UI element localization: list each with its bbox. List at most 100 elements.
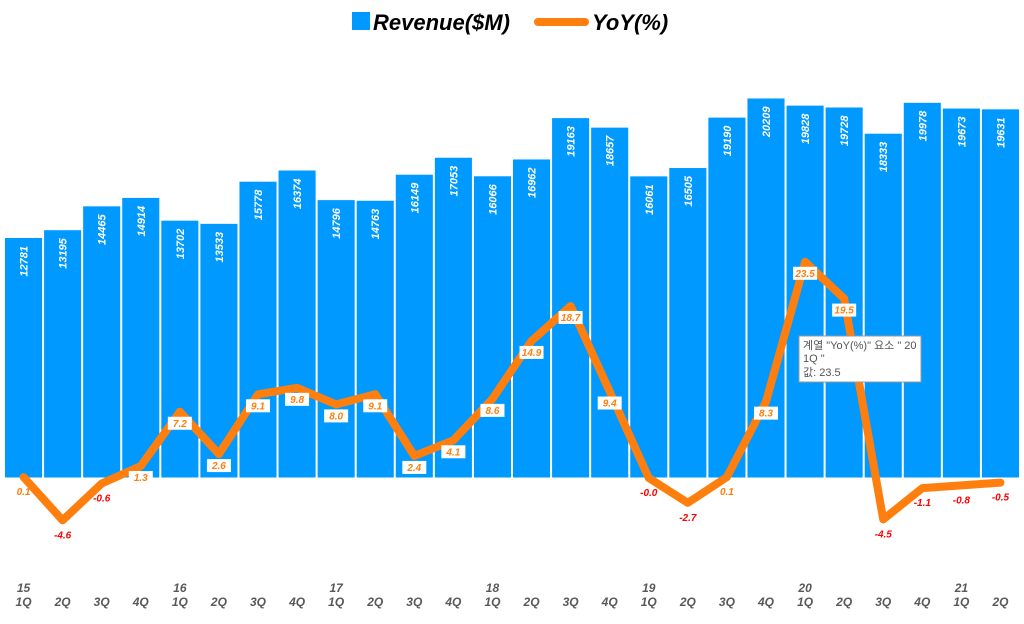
x-year-label: 21 bbox=[954, 581, 969, 595]
yoy-label-box bbox=[246, 399, 270, 413]
yoy-label-box bbox=[285, 392, 310, 406]
bar-value-label: 19978 bbox=[917, 110, 929, 141]
yoy-label-box bbox=[128, 471, 153, 485]
x-tick-label: 4Q bbox=[444, 595, 462, 609]
bar bbox=[903, 102, 941, 478]
x-tick-label: 2Q bbox=[523, 595, 541, 609]
yoy-label-box bbox=[441, 445, 466, 459]
bar-value-label: 18657 bbox=[605, 135, 617, 166]
yoy-value-label: 19.5 bbox=[834, 306, 854, 317]
yoy-value-label: 9.4 bbox=[603, 399, 617, 410]
yoy-value-label: 2.4 bbox=[406, 463, 421, 474]
x-tick-label: 2Q bbox=[366, 595, 384, 609]
bar bbox=[864, 133, 902, 479]
yoy-value-label: 8.0 bbox=[329, 411, 343, 422]
yoy-label-box bbox=[597, 396, 622, 410]
x-tick-label: 2Q bbox=[991, 595, 1009, 609]
bar bbox=[708, 117, 746, 478]
bar-value-label: 14914 bbox=[136, 206, 148, 237]
yoy-label-box bbox=[167, 416, 192, 430]
x-year-label: 16 bbox=[173, 581, 187, 595]
x-year-label: 19 bbox=[642, 581, 656, 595]
bar-value-label: 13533 bbox=[214, 232, 226, 263]
yoy-label-box bbox=[206, 459, 231, 473]
yoy-value-label: 23.5 bbox=[794, 269, 815, 280]
tooltip-line1: 계열 "YoY(%)" 요소 " 20 bbox=[803, 339, 917, 352]
yoy-label-box bbox=[324, 409, 349, 423]
yoy-value-label: -4.5 bbox=[875, 529, 893, 540]
yoy-label-box bbox=[480, 403, 505, 417]
bar bbox=[942, 108, 980, 478]
bar-value-label: 14763 bbox=[370, 209, 382, 240]
bar-value-label: 16505 bbox=[683, 175, 695, 206]
yoy-value-label: 9.1 bbox=[251, 401, 265, 412]
bar bbox=[981, 109, 1019, 478]
x-tick-label: 3Q bbox=[719, 595, 736, 609]
x-tick-label: 2Q bbox=[210, 595, 228, 609]
x-year-label: 15 bbox=[17, 581, 31, 595]
legend: Revenue($M) YoY(%) bbox=[352, 10, 668, 35]
yoy-value-label: -0.6 bbox=[93, 494, 111, 505]
yoy-label-box bbox=[793, 266, 818, 280]
x-tick-label: 1Q bbox=[328, 595, 345, 609]
x-tick-label: 1Q bbox=[953, 595, 970, 609]
x-tick-label: 3Q bbox=[250, 595, 267, 609]
bar-value-label: 18333 bbox=[878, 142, 890, 173]
tooltip-box bbox=[798, 335, 922, 383]
bar bbox=[513, 159, 551, 478]
bar-value-label: 16962 bbox=[527, 167, 539, 198]
x-tick-label: 4Q bbox=[757, 595, 775, 609]
bar-value-label: 13195 bbox=[58, 237, 70, 268]
yoy-label-box bbox=[519, 345, 544, 359]
bar bbox=[825, 107, 863, 478]
bar-value-label: 19163 bbox=[566, 126, 578, 157]
bar bbox=[278, 170, 316, 478]
yoy-label-box bbox=[363, 399, 388, 413]
yoy-value-label: -0.0 bbox=[640, 488, 658, 499]
bar bbox=[786, 105, 824, 478]
yoy-value-label: 7.2 bbox=[173, 419, 187, 430]
bar-value-label: 14796 bbox=[331, 207, 343, 238]
bar-value-label: 19190 bbox=[722, 125, 734, 156]
bar-value-label: 20209 bbox=[761, 106, 773, 138]
yoy-value-label: 0.1 bbox=[720, 487, 734, 498]
x-year-label: 20 bbox=[797, 581, 812, 595]
legend-label-yoy: YoY(%) bbox=[592, 10, 668, 35]
yoy-label-box bbox=[402, 460, 427, 474]
yoy-value-label: -2.7 bbox=[679, 513, 697, 524]
bar bbox=[5, 237, 43, 478]
yoy-label-box bbox=[558, 310, 583, 324]
x-tick-label: 4Q bbox=[132, 595, 150, 609]
x-tick-label: 4Q bbox=[913, 595, 931, 609]
bar-value-label: 19728 bbox=[839, 115, 851, 146]
yoy-value-label: 9.1 bbox=[368, 401, 382, 412]
x-tick-label: 3Q bbox=[875, 595, 892, 609]
bar bbox=[395, 174, 433, 478]
bar-value-label: 16066 bbox=[487, 183, 499, 214]
bar bbox=[239, 181, 277, 479]
bar bbox=[473, 176, 511, 478]
bar-value-label: 13702 bbox=[175, 229, 187, 260]
x-tick-label: 1Q bbox=[484, 595, 501, 609]
yoy-value-label: -4.6 bbox=[54, 530, 72, 541]
bar bbox=[317, 200, 355, 479]
yoy-value-label: 18.7 bbox=[561, 313, 581, 324]
legend-swatch-revenue bbox=[352, 12, 370, 30]
yoy-value-label: 4.1 bbox=[445, 447, 460, 458]
x-tick-label: 3Q bbox=[563, 595, 580, 609]
x-tick-label: 1Q bbox=[16, 595, 33, 609]
x-tick-label: 4Q bbox=[288, 595, 306, 609]
bar bbox=[83, 206, 121, 479]
yoy-value-label: 14.9 bbox=[522, 348, 542, 359]
bar-value-label: 16149 bbox=[409, 182, 421, 213]
bar-value-label: 19828 bbox=[800, 113, 812, 144]
x-tick-label: 3Q bbox=[406, 595, 423, 609]
tooltip-line3: 값: 23.5 bbox=[803, 366, 841, 379]
bar-value-label: 16061 bbox=[644, 184, 656, 215]
x-tick-label: 1Q bbox=[641, 595, 658, 609]
bar-value-label: 12781 bbox=[19, 246, 31, 277]
yoy-value-label: 8.6 bbox=[486, 406, 500, 417]
bar bbox=[44, 230, 82, 478]
x-tick-label: 4Q bbox=[601, 595, 619, 609]
